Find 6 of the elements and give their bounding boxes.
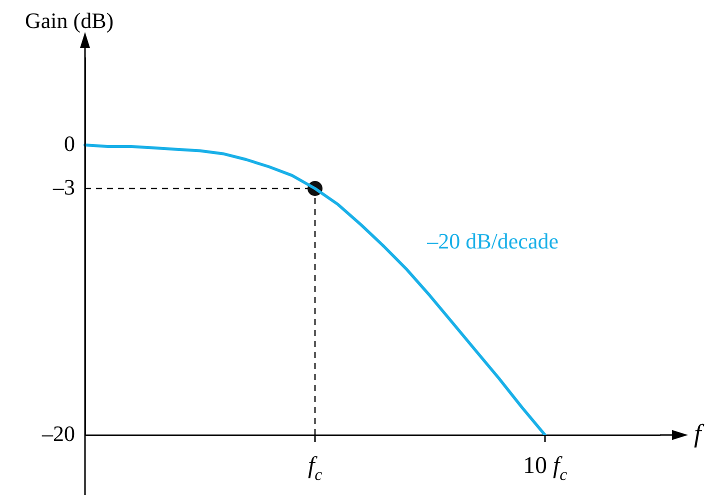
y-tick-label: 0 [64, 130, 75, 156]
x-axis-title: f [694, 418, 705, 448]
y-axis-title: Gain (dB) [25, 8, 114, 33]
y-tick-label: –20 [41, 420, 75, 446]
y-tick-label: –3 [52, 174, 75, 200]
annotation: –20 dB/decade [426, 228, 558, 254]
